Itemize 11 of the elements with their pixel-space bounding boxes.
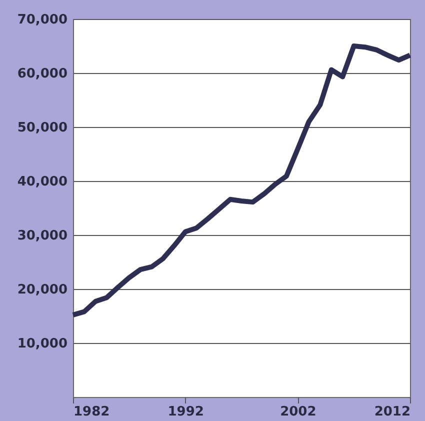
x-tick-label: 2012	[374, 404, 410, 420]
y-tick-label: 40,000	[17, 174, 68, 190]
x-tick-label: 1982	[74, 404, 110, 420]
y-tick-label: 10,000	[17, 336, 68, 352]
y-tick-label: 20,000	[17, 282, 68, 298]
x-tick-label: 1992	[168, 404, 204, 420]
y-tick-label: 60,000	[17, 66, 68, 82]
x-tick-label: 2002	[280, 404, 316, 420]
y-tick-label: 50,000	[17, 120, 68, 136]
y-tick-label: 70,000	[17, 12, 68, 28]
y-tick-label: 30,000	[17, 228, 68, 244]
